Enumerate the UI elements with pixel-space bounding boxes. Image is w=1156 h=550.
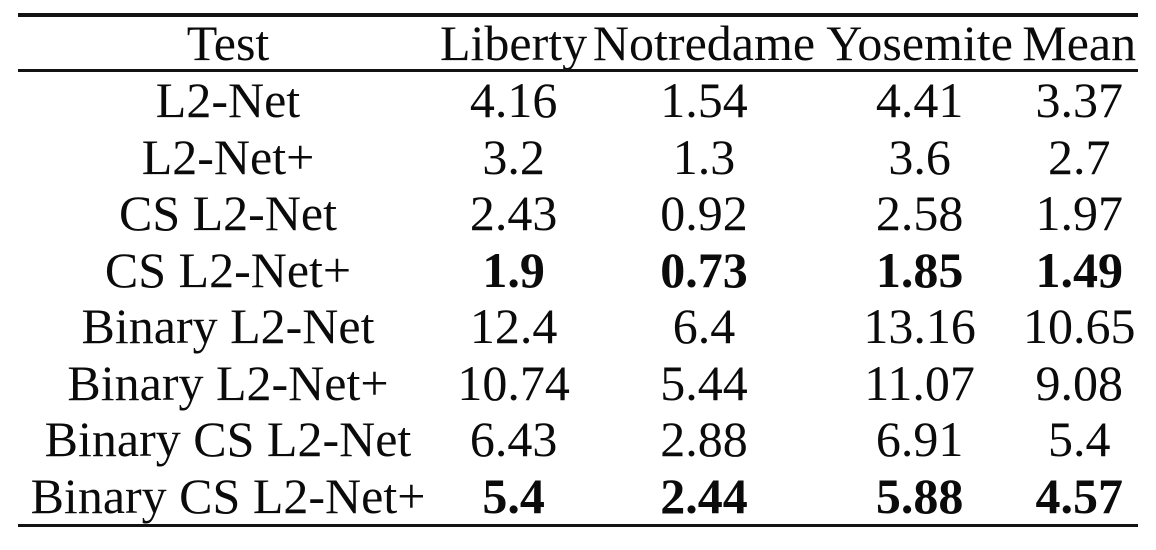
cell: 4.16 xyxy=(469,72,558,129)
cell: 1.9 xyxy=(482,241,545,298)
cell: 3.2 xyxy=(482,128,545,185)
cell: 12.4 xyxy=(469,298,558,355)
cell: 1.49 xyxy=(1035,241,1123,298)
table-row-l2-net-plus: L2-Net+ 3.2 1.3 3.6 2.7 xyxy=(18,129,1138,186)
row-label: L2-Net xyxy=(155,72,301,129)
table-row-cs-l2-net: CS L2-Net 2.43 0.92 2.58 1.97 xyxy=(18,185,1138,242)
cell: 10.65 xyxy=(1022,298,1136,355)
cell: 2.44 xyxy=(660,467,748,524)
table-row-binary-cs-l2-net-plus: Binary CS L2-Net+ 5.4 2.44 5.88 4.57 xyxy=(18,468,1138,526)
cell: 1.3 xyxy=(672,128,736,185)
row-label: L2-Net+ xyxy=(141,128,315,185)
row-label: CS L2-Net xyxy=(118,185,338,242)
cell: 2.58 xyxy=(875,185,964,242)
cell: 4.57 xyxy=(1035,467,1123,524)
cell: 0.73 xyxy=(660,241,748,298)
cell: 5.88 xyxy=(875,467,964,524)
cell: 1.85 xyxy=(875,241,964,298)
cell: 1.97 xyxy=(1035,185,1123,242)
table-row-binary-cs-l2-net: Binary CS L2-Net 6.43 2.88 6.91 5.4 xyxy=(18,411,1138,468)
cell: 5.4 xyxy=(1047,411,1111,468)
cell: 5.44 xyxy=(660,354,748,411)
col-header-yosemite: Yosemite xyxy=(826,15,1013,71)
cell: 6.91 xyxy=(875,411,964,468)
row-label: Binary CS L2-Net xyxy=(44,411,412,468)
col-header-notredame: Notredame xyxy=(592,15,816,71)
cell: 9.08 xyxy=(1035,354,1123,411)
cell: 0.92 xyxy=(660,185,748,242)
cell: 4.41 xyxy=(875,72,964,129)
cell: 6.4 xyxy=(672,298,736,355)
cell: 1.54 xyxy=(660,72,748,129)
cell: 10.74 xyxy=(457,354,570,411)
table-row-binary-l2-net: Binary L2-Net 12.4 6.4 13.16 10.65 xyxy=(18,298,1138,355)
row-label: Binary L2-Net+ xyxy=(67,354,389,411)
cell: 11.07 xyxy=(864,354,975,411)
cell: 3.37 xyxy=(1035,72,1123,129)
cell: 2.88 xyxy=(660,411,748,468)
table-row-binary-l2-net-plus: Binary L2-Net+ 10.74 5.44 11.07 9.08 xyxy=(18,355,1138,412)
col-header-test: Test xyxy=(186,15,270,71)
row-label: CS L2-Net+ xyxy=(104,241,352,298)
cell: 13.16 xyxy=(863,298,976,355)
col-header-mean: Mean xyxy=(1022,15,1137,71)
table-row-l2-net: L2-Net 4.16 1.54 4.41 3.37 xyxy=(18,71,1138,129)
cell: 5.4 xyxy=(482,467,545,524)
table-row-cs-l2-net-plus: CS L2-Net+ 1.9 0.73 1.85 1.49 xyxy=(18,242,1138,299)
results-table-container: Test Liberty Notredame Yosemite Mean L2-… xyxy=(18,13,1138,527)
row-label: Binary CS L2-Net+ xyxy=(30,467,426,524)
header-row: Test Liberty Notredame Yosemite Mean xyxy=(18,15,1138,71)
results-table: Test Liberty Notredame Yosemite Mean L2-… xyxy=(18,13,1138,527)
cell: 3.6 xyxy=(888,128,951,185)
cell: 2.43 xyxy=(469,185,558,242)
row-label: Binary L2-Net xyxy=(81,298,375,355)
cell: 6.43 xyxy=(469,411,558,468)
col-header-liberty: Liberty xyxy=(440,15,588,71)
cell: 2.7 xyxy=(1047,128,1111,185)
